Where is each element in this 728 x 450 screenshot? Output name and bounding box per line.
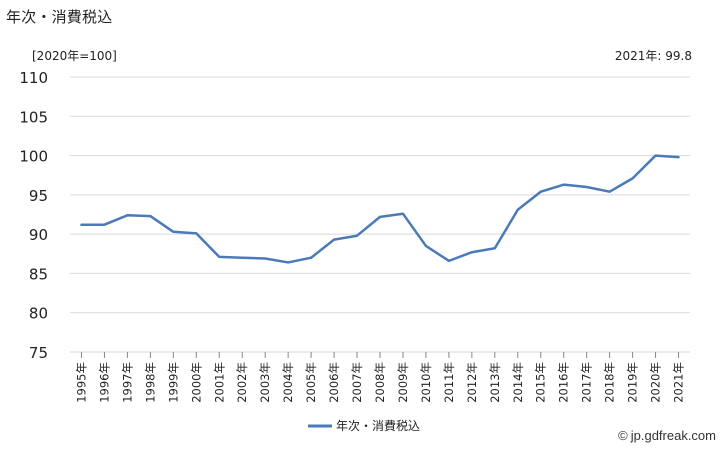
x-tick-label: 2019年 <box>626 362 640 403</box>
x-tick-label: 2013年 <box>488 362 502 403</box>
x-tick-label: 2003年 <box>258 362 272 403</box>
x-tick-label: 2010年 <box>419 362 433 403</box>
source-link[interactable]: jp.gdfreak.com <box>630 428 716 443</box>
y-tick-label: 110 <box>19 69 48 87</box>
source-credit[interactable]: © jp.gdfreak.com <box>618 428 716 443</box>
x-tick-label: 1997年 <box>120 362 134 403</box>
x-tick-label: 2020年 <box>649 362 663 403</box>
x-tick-label: 1996年 <box>97 362 111 403</box>
x-tick-label: 2000年 <box>189 362 203 403</box>
x-tick-label: 2009年 <box>396 362 410 403</box>
y-tick-labels: 75 80 85 90 95 100 105 110 <box>19 69 48 362</box>
x-tick-label: 2017年 <box>580 362 594 403</box>
x-tick-label: 2005年 <box>304 362 318 403</box>
y-tick-label: 85 <box>29 265 48 283</box>
series-lines <box>80 154 680 264</box>
x-tick-label: 2014年 <box>511 362 525 403</box>
x-tick-label: 1998年 <box>143 362 157 403</box>
unit-note: [2020年=100] <box>32 49 117 63</box>
x-tick-label: 2001年 <box>212 362 226 403</box>
x-tick-label: 2011年 <box>442 362 456 403</box>
y-tick-label: 95 <box>29 187 48 205</box>
copyright-icon: © <box>618 428 628 443</box>
x-tick-label: 2006年 <box>327 362 341 403</box>
x-tick-label: 2015年 <box>534 362 548 403</box>
grid-lines <box>70 76 690 353</box>
x-tick-label: 2004年 <box>281 362 295 403</box>
x-tick-label: 1995年 <box>74 362 88 403</box>
chart-title: 年次・消費税込 <box>6 8 113 26</box>
y-tick-label: 105 <box>19 108 48 126</box>
x-tick-label: 2021年 <box>672 362 686 403</box>
series-line <box>80 154 680 264</box>
legend: 年次・消費税込 <box>308 418 420 433</box>
y-tick-label: 75 <box>29 344 48 362</box>
x-tick-label: 2002年 <box>235 362 249 403</box>
x-tick-label: 2007年 <box>350 362 364 403</box>
latest-value-note: 2021年: 99.8 <box>614 49 692 63</box>
x-tick-labels: 1995年 1996年 1997年 1998年 1999年 2000年 2001年 2002年… <box>74 352 686 403</box>
x-tick-label: 2012年 <box>465 362 479 403</box>
x-tick-label: 2008年 <box>373 362 387 403</box>
x-tick-label: 2018年 <box>603 362 617 403</box>
x-tick-label: 2016年 <box>557 362 571 403</box>
y-tick-label: 80 <box>29 305 48 323</box>
legend-label: 年次・消費税込 <box>336 418 420 433</box>
y-tick-label: 90 <box>29 226 48 244</box>
x-tick-label: 1999年 <box>166 362 180 403</box>
y-tick-label: 100 <box>19 148 48 166</box>
